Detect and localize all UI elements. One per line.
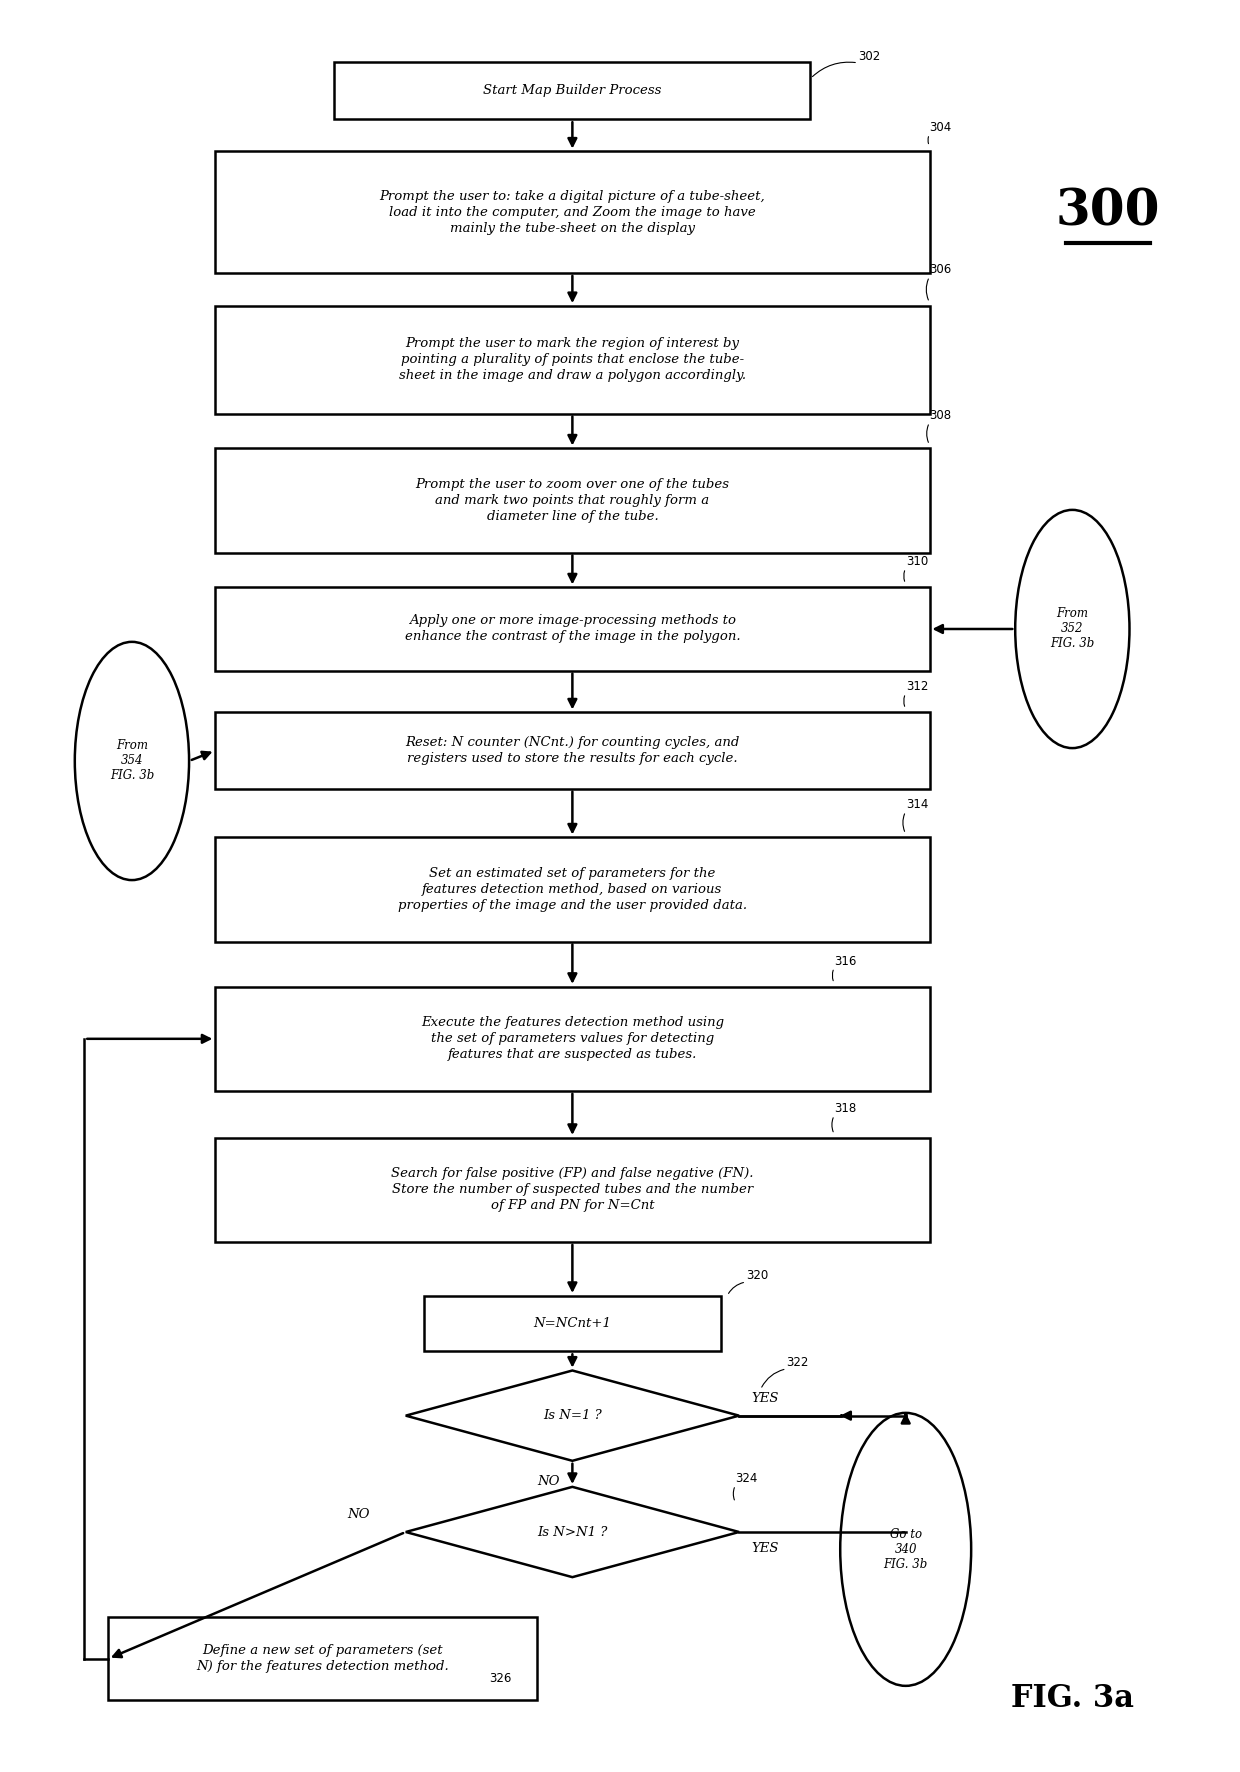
FancyBboxPatch shape — [216, 448, 930, 553]
FancyBboxPatch shape — [216, 151, 930, 273]
Text: Prompt the user to zoom over one of the tubes
and mark two points that roughly f: Prompt the user to zoom over one of the … — [415, 478, 729, 523]
Text: Set an estimated set of parameters for the
features detection method, based on v: Set an estimated set of parameters for t… — [398, 867, 746, 913]
Text: 314: 314 — [905, 799, 928, 812]
FancyBboxPatch shape — [216, 838, 930, 941]
Text: 316: 316 — [835, 955, 857, 968]
Text: YES: YES — [751, 1393, 779, 1405]
Text: 312: 312 — [905, 680, 928, 693]
Text: Reset: N counter (NCnt.) for counting cycles, and
registers used to store the re: Reset: N counter (NCnt.) for counting cy… — [405, 735, 739, 766]
Text: 306: 306 — [930, 264, 952, 276]
Text: NO: NO — [347, 1508, 370, 1520]
Text: 304: 304 — [930, 120, 952, 135]
Text: 326: 326 — [489, 1671, 511, 1685]
FancyBboxPatch shape — [216, 307, 930, 413]
Text: Prompt the user to: take a digital picture of a tube-sheet,
load it into the com: Prompt the user to: take a digital pictu… — [379, 190, 765, 234]
Text: 308: 308 — [930, 409, 951, 422]
Text: FIG. 3a: FIG. 3a — [1011, 1683, 1133, 1714]
Text: YES: YES — [751, 1542, 779, 1556]
Ellipse shape — [841, 1412, 971, 1685]
Text: NO: NO — [537, 1474, 559, 1488]
Text: 318: 318 — [835, 1102, 857, 1115]
Text: Execute the features detection method using
the set of parameters values for det: Execute the features detection method us… — [420, 1017, 724, 1061]
Polygon shape — [405, 1487, 739, 1577]
FancyBboxPatch shape — [216, 712, 930, 789]
Text: N=NCnt+1: N=NCnt+1 — [533, 1317, 611, 1331]
FancyBboxPatch shape — [335, 62, 811, 119]
Text: Prompt the user to mark the region of interest by
pointing a plurality of points: Prompt the user to mark the region of in… — [399, 337, 746, 383]
Text: Search for false positive (FP) and false negative (FN).
Store the number of susp: Search for false positive (FP) and false… — [391, 1168, 754, 1212]
FancyBboxPatch shape — [108, 1618, 537, 1701]
Text: Apply one or more image-processing methods to
enhance the contrast of the image : Apply one or more image-processing metho… — [404, 615, 740, 643]
Text: Is N=1 ?: Is N=1 ? — [543, 1409, 601, 1423]
Text: 320: 320 — [746, 1269, 769, 1281]
Text: Is N>N1 ?: Is N>N1 ? — [537, 1526, 608, 1538]
Text: From
354
FIG. 3b: From 354 FIG. 3b — [110, 739, 154, 783]
Polygon shape — [405, 1370, 739, 1460]
FancyBboxPatch shape — [216, 987, 930, 1092]
FancyBboxPatch shape — [216, 1138, 930, 1242]
Text: Define a new set of parameters (set
N) for the features detection method.: Define a new set of parameters (set N) f… — [196, 1644, 449, 1673]
Text: 322: 322 — [786, 1356, 808, 1368]
FancyBboxPatch shape — [424, 1295, 722, 1352]
Text: Start Map Builder Process: Start Map Builder Process — [484, 83, 662, 97]
Text: 324: 324 — [735, 1473, 758, 1485]
Text: 302: 302 — [858, 50, 880, 62]
Text: 310: 310 — [905, 555, 928, 569]
Ellipse shape — [74, 641, 188, 881]
FancyBboxPatch shape — [216, 587, 930, 670]
Ellipse shape — [1016, 510, 1130, 748]
Text: From
352
FIG. 3b: From 352 FIG. 3b — [1050, 608, 1095, 650]
Text: 300: 300 — [1055, 188, 1161, 237]
Text: Go to
340
FIG. 3b: Go to 340 FIG. 3b — [884, 1527, 928, 1570]
